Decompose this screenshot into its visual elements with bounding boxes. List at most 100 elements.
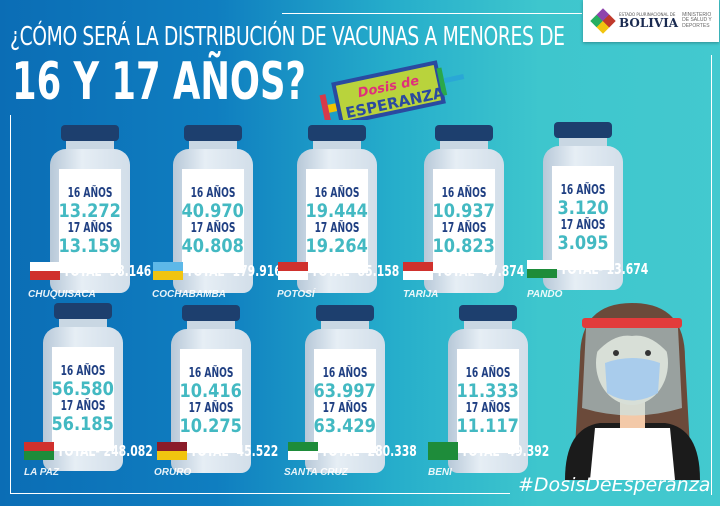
bottle-cap (316, 305, 374, 321)
bottle-cap (459, 305, 517, 321)
bottle-neck (187, 321, 235, 331)
bottle-neck (321, 321, 369, 331)
total-value: TOTAL- 280.338 (321, 442, 417, 460)
department-flag-icon (157, 442, 187, 460)
age-16-label: 16 AÑOS (465, 366, 511, 381)
bottle-neck (559, 138, 607, 148)
age-17-label: 17 AÑOS (465, 401, 511, 416)
department-total: TOTAL- 248.082 (24, 442, 190, 460)
logo-country: BOLIVIA (619, 16, 679, 30)
vaccine-bottle: 16 AÑOS 13.272 17 AÑOS 13.159 (50, 125, 130, 293)
age-16-count: 13.272 (58, 200, 122, 222)
age-16-label: 16 AÑOS (190, 186, 236, 201)
frame-line (10, 115, 11, 494)
department-name: SANTA CRUZ (284, 467, 348, 478)
bottle-neck (189, 141, 237, 151)
bottle-label: 16 AÑOS 10.416 17 AÑOS 10.275 (180, 349, 242, 453)
department-flag-icon (288, 442, 318, 460)
syringe-logo: Dosis de ESPERANZA (319, 60, 465, 120)
bottle-label: 16 AÑOS 3.120 17 AÑOS 3.095 (552, 166, 614, 270)
bottle-neck (66, 141, 114, 151)
total-value: TOTAL- 45.522 (190, 442, 279, 460)
age-16-label: 16 AÑOS (322, 366, 368, 381)
department-flag-icon (24, 442, 54, 460)
vaccine-bottle: 16 AÑOS 63.997 17 AÑOS 63.429 (305, 305, 385, 473)
frame-line (10, 493, 510, 494)
bottle-cap (182, 305, 240, 321)
age-16-count: 19.444 (305, 200, 369, 222)
age-17-label: 17 AÑOS (322, 401, 368, 416)
department-total: TOTAL- 13.674 (527, 260, 683, 278)
bottle-neck (464, 321, 512, 331)
department-name: ORURO (154, 467, 192, 478)
department-total: TOTAL- 179.916 (153, 262, 319, 280)
bottle-neck (59, 319, 107, 329)
ministry-logo: ESTADO PLURINACIONAL DE BOLIVIA MINISTERI… (583, 0, 719, 42)
department-flag-icon (278, 262, 308, 280)
department-total: TOTAL- 58.146 (30, 262, 186, 280)
department-name: PANDO (527, 289, 563, 300)
department-total: TOTAL- 47.874 (403, 262, 559, 280)
bottle-label: 16 AÑOS 10.937 17 AÑOS 10.823 (433, 169, 495, 273)
age-17-count: 40.808 (181, 235, 245, 257)
department-total: TOTAL- 280.338 (288, 442, 454, 460)
department-name: POTOSÍ (277, 289, 315, 300)
age-16-count: 56.580 (51, 378, 115, 400)
department-name: BENI (428, 467, 452, 478)
bottle-label: 16 AÑOS 56.580 17 AÑOS 56.185 (52, 347, 114, 451)
logo-text: ESTADO PLURINACIONAL DE BOLIVIA (619, 12, 679, 30)
bottle-cap (184, 125, 242, 141)
age-16-label: 16 AÑOS (314, 186, 360, 201)
logo-ministry: MINISTERIO DE SALUD Y DEPORTES (682, 11, 712, 29)
vaccine-bottle: 16 AÑOS 11.333 17 AÑOS 11.117 (448, 305, 528, 473)
frame-line (282, 13, 582, 14)
title-line-2: 16 Y 17 AÑOS? (12, 52, 306, 112)
age-16-count: 63.997 (313, 380, 377, 402)
age-16-label: 16 AÑOS (188, 366, 234, 381)
vaccine-bottle: 16 AÑOS 56.580 17 AÑOS 56.185 (43, 303, 123, 471)
title-line-1: ¿CÓMO SERÁ LA DISTRIBUCIÓN DE VACUNAS A … (10, 22, 565, 52)
bottle-label: 16 AÑOS 40.970 17 AÑOS 40.808 (182, 169, 244, 273)
age-17-label: 17 AÑOS (314, 221, 360, 236)
age-17-count: 10.275 (179, 415, 243, 437)
bottle-cap (435, 125, 493, 141)
age-17-label: 17 AÑOS (441, 221, 487, 236)
department-flag-icon (428, 442, 458, 460)
department-flag-icon (30, 262, 60, 280)
bottle-label: 16 AÑOS 13.272 17 AÑOS 13.159 (59, 169, 121, 273)
age-17-count: 10.823 (432, 235, 496, 257)
age-17-label: 17 AÑOS (560, 218, 606, 233)
department-total: TOTAL- 45.522 (157, 442, 313, 460)
age-17-count: 13.159 (58, 235, 122, 257)
age-16-count: 40.970 (181, 200, 245, 222)
department-name: COCHABAMBA (152, 289, 226, 300)
bottle-neck (440, 141, 488, 151)
age-16-label: 16 AÑOS (441, 186, 487, 201)
total-value: TOTAL- 58.146 (63, 262, 152, 280)
age-17-label: 17 AÑOS (188, 401, 234, 416)
age-16-label: 16 AÑOS (60, 364, 106, 379)
total-value: TOTAL- 13.674 (560, 260, 649, 278)
hashtag: #DosisDeEsperanza (518, 474, 711, 496)
bottle-cap (54, 303, 112, 319)
logo-state: ESTADO PLURINACIONAL DE (619, 12, 676, 17)
department-name: LA PAZ (24, 467, 59, 478)
age-17-count: 63.429 (313, 415, 377, 437)
age-17-label: 17 AÑOS (190, 221, 236, 236)
bottle-cap (554, 122, 612, 138)
total-value: TOTAL- 47.874 (436, 262, 525, 280)
total-value: TOTAL- 49.392 (461, 442, 550, 460)
bottle-cap (308, 125, 366, 141)
department-flag-icon (403, 262, 433, 280)
department-total: TOTAL- 85.158 (278, 262, 434, 280)
age-17-label: 17 AÑOS (67, 221, 113, 236)
department-flag-icon (153, 262, 183, 280)
department-name: TARIJA (403, 289, 439, 300)
bottle-label: 16 AÑOS 63.997 17 AÑOS 63.429 (314, 349, 376, 453)
age-17-count: 19.264 (305, 235, 369, 257)
age-16-label: 16 AÑOS (67, 186, 113, 201)
age-17-count: 11.117 (456, 415, 520, 437)
bottle-cap (61, 125, 119, 141)
age-16-count: 10.937 (432, 200, 496, 222)
